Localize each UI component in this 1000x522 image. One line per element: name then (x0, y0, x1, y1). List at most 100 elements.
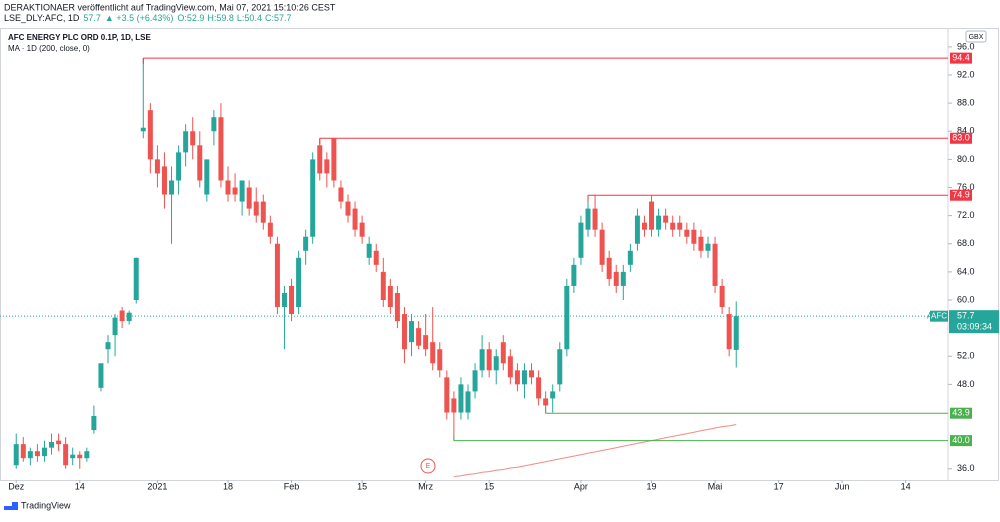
event-label: E (426, 463, 431, 470)
candle-body (500, 342, 506, 364)
candle-body (246, 187, 252, 209)
publisher: DERAKTIONAER veröffentlicht auf TradingV… (4, 2, 336, 12)
ma-line (453, 424, 737, 477)
candle-body (20, 444, 26, 459)
candle-body (641, 222, 647, 230)
level-label: 43.9 (952, 408, 970, 418)
candle-body (409, 321, 415, 343)
candle-body (84, 451, 90, 459)
time-label: Mrz (418, 481, 433, 491)
last-price-symbol-label: AFC (931, 311, 947, 320)
candle-body (394, 292, 400, 322)
candle-body (564, 285, 570, 350)
brand: TradingView (21, 500, 71, 510)
candle-body (444, 377, 450, 413)
price-label: 36.0 (957, 463, 975, 473)
level-tag (950, 132, 972, 144)
candle-body (599, 229, 605, 265)
time-label: 14 (75, 481, 85, 491)
time-label: 14 (901, 481, 911, 491)
chart-title: AFC ENERGY PLC ORD 0.1P, 1D, LSE (8, 33, 152, 42)
candle-body (479, 349, 485, 371)
price-label: 84.0 (957, 126, 975, 136)
candle-body (239, 180, 245, 202)
candle-body (719, 285, 725, 308)
price-label: 96.0 (957, 41, 975, 51)
candle-body (176, 152, 182, 181)
open: O:52.9 (177, 13, 204, 23)
candle-body (550, 391, 556, 399)
candle-body (543, 398, 549, 406)
candle-body (91, 416, 97, 431)
candle-body (324, 159, 330, 174)
candle-body (359, 222, 365, 237)
price-label: 76.0 (957, 182, 975, 192)
price-label: 60.0 (957, 294, 975, 304)
candle-body (232, 187, 238, 195)
candle-body (712, 243, 718, 286)
last-price-label: 57.7 (957, 311, 975, 321)
price-label: 92.0 (957, 69, 975, 79)
candle-body (345, 201, 351, 216)
symbol-tag (930, 310, 948, 322)
candle-body (27, 451, 33, 459)
candle-body (49, 442, 55, 448)
candle-body (112, 317, 118, 336)
candle-body (536, 377, 542, 399)
level-label: 74.9 (952, 190, 970, 200)
candle-body (13, 444, 19, 466)
candle-body (416, 328, 422, 346)
candle-body (147, 110, 153, 160)
time-label: 18 (223, 481, 233, 491)
candle-body (705, 243, 711, 251)
logo (4, 502, 18, 510)
currency-box[interactable] (965, 30, 987, 43)
time-label: Mai (708, 481, 723, 491)
candle-body (154, 159, 160, 174)
ma-legend: MA · 1D (200, close, 0) (8, 44, 90, 53)
candle-body (663, 215, 669, 223)
candle-body (401, 314, 407, 350)
candle-body (451, 398, 457, 413)
candle-body (620, 271, 626, 286)
candle-body (472, 370, 478, 392)
high: H:59.8 (207, 13, 234, 23)
candle-body (289, 285, 295, 315)
candle-body (41, 447, 47, 457)
candle-body (557, 349, 563, 385)
close: C:57.7 (265, 13, 292, 23)
candle-body (126, 312, 132, 322)
candle-body (437, 349, 443, 371)
candle-body (380, 271, 386, 300)
event-marker[interactable] (420, 458, 436, 474)
candle-body (493, 356, 499, 371)
symbol-name: LSE_DLY:AFC, 1D (4, 13, 80, 23)
symbol: LSE_DLY:AFC, 1D 57.7 ▲ +3.5 (+6.43%) O:52.9… (4, 13, 291, 23)
price-label: 52.0 (957, 351, 975, 361)
candle-body (670, 222, 676, 230)
candle-body (253, 201, 259, 216)
level-tag (950, 435, 972, 447)
candle-body (303, 236, 309, 251)
candle-body (613, 271, 619, 286)
candle-body (77, 454, 83, 459)
time-label: 2021 (147, 481, 167, 491)
candle-body (310, 159, 316, 237)
candle-body (161, 166, 167, 195)
candle-body (698, 236, 704, 251)
candle-body (649, 201, 655, 230)
candle-body (606, 257, 612, 279)
candle-body (296, 257, 302, 308)
candle-body (387, 285, 393, 308)
candle-body (197, 145, 203, 181)
candle-body (634, 215, 640, 244)
candle-body (486, 349, 492, 371)
candle-body (514, 370, 520, 385)
level-label: 40.0 (952, 435, 970, 445)
candle-body (366, 243, 372, 258)
candle-body (458, 384, 464, 413)
last-price-tag (949, 310, 999, 334)
candle-body (98, 363, 104, 388)
time-label: Dez (8, 481, 25, 491)
low: L:50.4 (237, 13, 262, 23)
